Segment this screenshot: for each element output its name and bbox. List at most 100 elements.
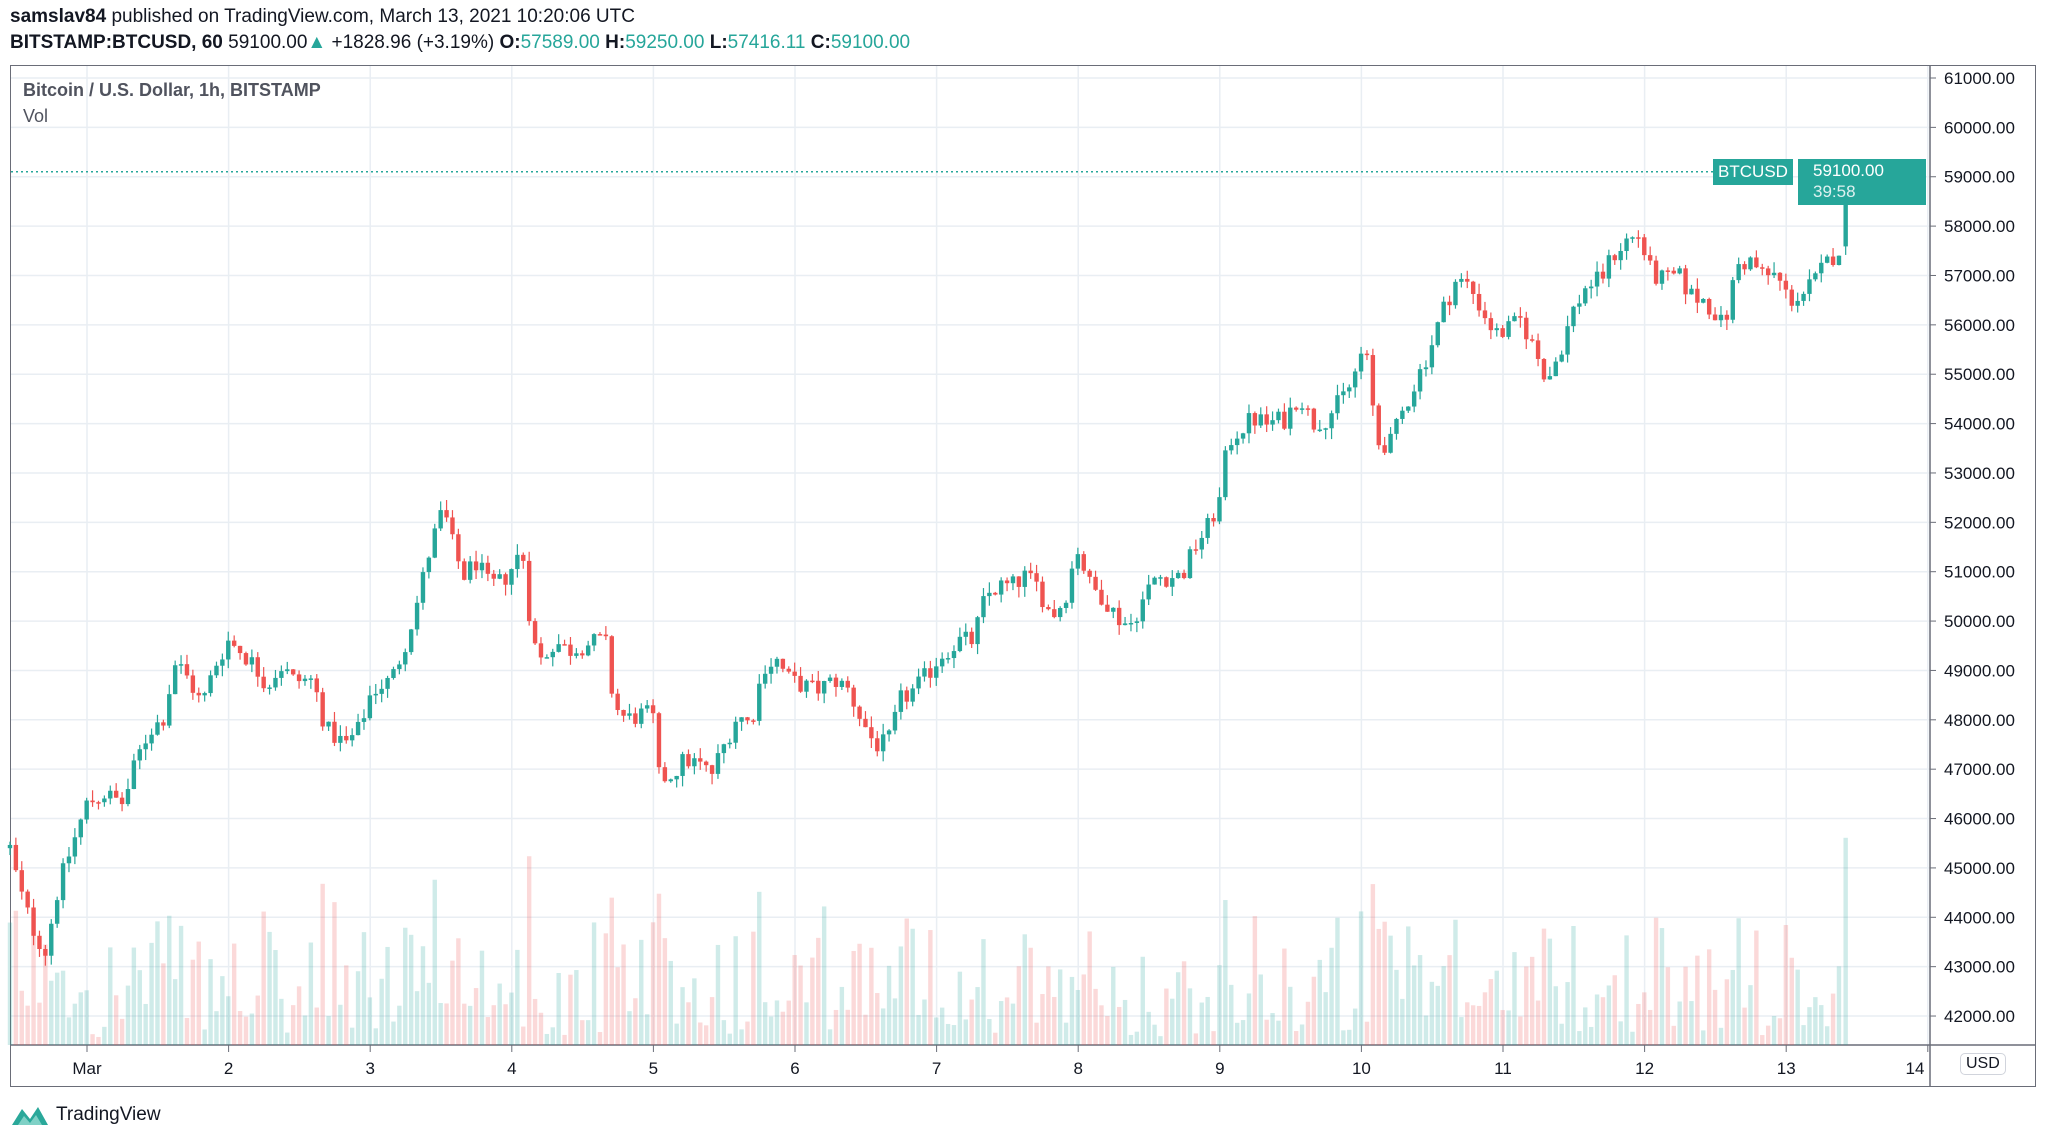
candle-up [7, 844, 13, 849]
candle-up [137, 749, 142, 761]
volume-bar [1423, 1015, 1429, 1045]
price-tick-label: 53000.00 [1944, 464, 2015, 483]
volume-bar [1642, 992, 1647, 1045]
candle-up [1234, 438, 1240, 446]
volume-bar [113, 995, 119, 1045]
candle-up [774, 658, 780, 667]
volume-bar [662, 938, 668, 1045]
author[interactable]: samslav84 [10, 6, 107, 27]
candle-down [1636, 237, 1641, 239]
volume-bar [591, 922, 597, 1045]
volume-bar [987, 1019, 992, 1045]
candle-up [1140, 599, 1145, 622]
candle-up [1588, 286, 1594, 289]
volume-bar [438, 1003, 443, 1045]
time-tick-label: 2 [224, 1059, 233, 1078]
candle-up [1246, 413, 1252, 434]
candle-up [220, 659, 225, 666]
candle-up [951, 651, 957, 659]
candle-up [898, 690, 904, 712]
candle-up [1358, 353, 1364, 372]
volume-bar [426, 982, 432, 1045]
volume-bar [1600, 997, 1606, 1045]
candle-up [1229, 445, 1234, 451]
volume-bar [344, 965, 349, 1045]
candle-up [1411, 391, 1417, 407]
volume-bar [869, 947, 874, 1045]
candles [7, 164, 1848, 966]
candle-up [285, 669, 290, 672]
volume-bar [568, 974, 573, 1045]
volume-bar [473, 988, 479, 1045]
currency-badge[interactable]: USD [1960, 1053, 2006, 1075]
candle-up [1813, 273, 1818, 280]
volume-bar [1116, 1006, 1122, 1045]
candle-down [1004, 580, 1010, 584]
candle-up [1689, 288, 1694, 295]
candle-down [231, 640, 237, 646]
volume-bar [1034, 1022, 1039, 1045]
volume-bar [934, 1017, 939, 1045]
candle-down [904, 690, 909, 702]
volume-bar [338, 1004, 343, 1045]
volume-bar [621, 944, 626, 1045]
volume-bar [373, 1028, 378, 1045]
tradingview-brand: TradingView [56, 1104, 161, 1125]
candle-up [674, 775, 679, 780]
candle-down [1706, 298, 1712, 315]
candle-up [1134, 621, 1140, 623]
candle-down [1695, 288, 1700, 303]
volume-bar [1653, 917, 1659, 1045]
candle-down [444, 510, 449, 518]
volume-bar [479, 950, 485, 1045]
candle-up [1010, 576, 1016, 584]
volume-bar [1394, 969, 1399, 1045]
candle-down [580, 653, 585, 656]
volume-bar [302, 1015, 308, 1045]
candle-up [267, 687, 272, 689]
volume-bar [1382, 921, 1387, 1045]
volume-bar [1553, 986, 1558, 1045]
time-tick-label: 9 [1215, 1059, 1224, 1078]
volume-bar [562, 1034, 567, 1045]
candle-down [1093, 576, 1098, 590]
candle-down [320, 692, 325, 727]
candle-down [1518, 316, 1523, 318]
candle-down [473, 561, 479, 571]
candle-up [556, 644, 561, 652]
volume-bars [7, 837, 1848, 1045]
tradingview-logo[interactable]: TradingView [10, 1103, 161, 1127]
volume-bar [703, 1025, 709, 1045]
candle-up [279, 671, 284, 678]
time-tick-label: 4 [507, 1059, 516, 1078]
time-tick-label: 5 [649, 1059, 658, 1078]
candle-down [1099, 589, 1104, 605]
volume-bar [1335, 917, 1340, 1045]
volume-bar [1075, 989, 1081, 1045]
candle-down [184, 664, 190, 676]
candle-down [857, 706, 862, 719]
candle-down [568, 644, 573, 656]
volume-bar [125, 985, 131, 1045]
candle-down [1087, 570, 1092, 577]
candle-up [78, 819, 83, 838]
candle-down [19, 870, 24, 892]
candle-down [751, 720, 756, 722]
volume-bar [857, 943, 862, 1045]
volume-bar [1748, 985, 1753, 1045]
candle-up [149, 734, 154, 744]
candle-down [526, 560, 532, 622]
candle-down [1524, 317, 1529, 340]
volume-bar [680, 987, 685, 1045]
candle-up [131, 760, 137, 790]
volume-bar [1276, 1020, 1281, 1045]
volume-bar [1724, 979, 1730, 1045]
volume-bar [131, 947, 137, 1045]
volume-bar [220, 976, 225, 1045]
volume-bar [1618, 1021, 1623, 1045]
symbol: BITSTAMP:BTCUSD, 60 [10, 32, 223, 53]
volume-bar [532, 998, 538, 1045]
volume-bar [1671, 1025, 1676, 1045]
volume-bar [875, 993, 880, 1045]
